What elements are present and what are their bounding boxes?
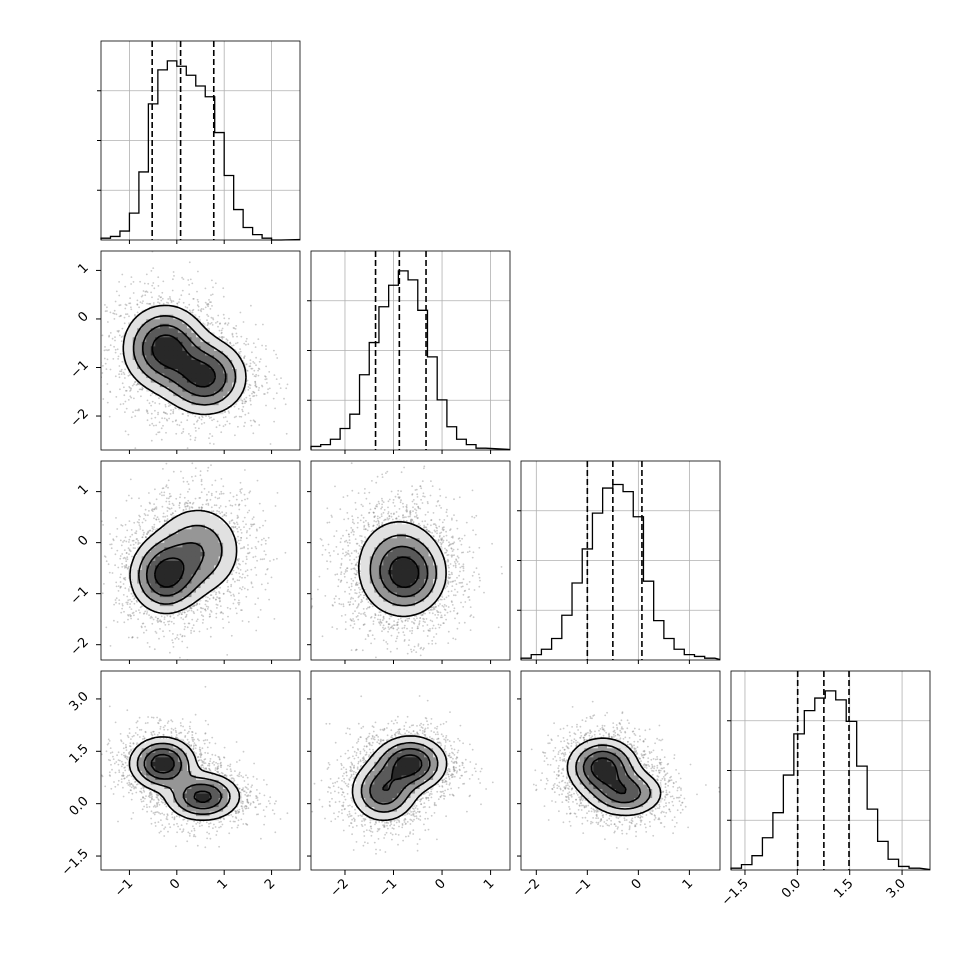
contour-lines xyxy=(358,521,447,618)
panel-frame xyxy=(100,670,301,871)
contour-lines xyxy=(351,735,448,822)
y-tick-label: −1 xyxy=(68,584,92,608)
panel-frame xyxy=(310,670,511,871)
histogram-panel-v4 xyxy=(727,670,931,871)
x-tick-label: 0.0 xyxy=(779,876,804,901)
y-tick-label: 0 xyxy=(75,533,91,549)
panel-frame xyxy=(520,670,721,871)
panel-frame xyxy=(100,40,301,241)
pair-panel-v2-v3 xyxy=(310,460,511,661)
y-tick-label: 1 xyxy=(75,482,91,498)
x-tick-label: 1 xyxy=(215,876,231,892)
panel-frame xyxy=(520,460,721,661)
y-tick-label: −2 xyxy=(68,406,92,430)
x-tick-label: 1 xyxy=(481,876,497,892)
x-tick-label: 0 xyxy=(432,876,448,892)
x-tick-label: 1 xyxy=(680,876,696,892)
x-tick-label: 2 xyxy=(262,876,278,892)
panel-frame xyxy=(100,460,301,661)
y-tick-label: 3.0 xyxy=(67,689,92,714)
histogram-panel-v1 xyxy=(97,40,301,241)
y-tick-label: −1 xyxy=(68,358,92,382)
x-tick-label: −2 xyxy=(519,876,543,900)
density-cells xyxy=(123,305,247,415)
x-tick-label: 0 xyxy=(629,876,645,892)
density-cells xyxy=(128,738,242,821)
histogram-step-v3 xyxy=(520,483,721,661)
y-tick-label: −2 xyxy=(68,635,92,659)
pair-panel-v3-v4 xyxy=(520,670,721,871)
histogram-step-v4 xyxy=(730,690,931,871)
y-tick-label: 0 xyxy=(75,309,91,325)
contour-lines xyxy=(122,304,247,416)
y-tick-label: −1.5 xyxy=(59,846,92,879)
x-tick-label: −1.5 xyxy=(719,876,752,909)
panel-frame xyxy=(310,460,511,661)
panel-frame xyxy=(310,250,511,451)
x-tick-label: −1 xyxy=(570,876,594,900)
panel-frame xyxy=(730,670,931,871)
contour-lines xyxy=(566,737,662,817)
histogram-panel-v3 xyxy=(517,460,721,661)
y-tick-label: 1 xyxy=(75,261,91,277)
pair-panel-v1-v2 xyxy=(100,250,301,451)
contour-lines xyxy=(128,736,241,821)
x-tick-label: 1.5 xyxy=(831,876,856,901)
x-tick-label: −1 xyxy=(376,876,400,900)
pair-panel-v1-v4 xyxy=(100,670,301,871)
histogram-step-v2 xyxy=(310,270,511,451)
density-cells xyxy=(360,519,448,616)
x-tick-label: −2 xyxy=(328,876,352,900)
histogram-panel-v2 xyxy=(307,250,511,451)
x-tick-label: 0 xyxy=(167,876,183,892)
histogram-step-v1 xyxy=(100,60,301,241)
contour-lines xyxy=(129,509,238,615)
pair-panel-v2-v4 xyxy=(310,670,511,871)
panel-frame xyxy=(100,250,301,451)
x-tick-label: −1 xyxy=(112,876,136,900)
y-tick-label: 1.5 xyxy=(67,742,92,767)
pair-panel-v1-v3 xyxy=(100,460,301,661)
x-tick-label: 3.0 xyxy=(884,876,909,901)
y-tick-label: 0.0 xyxy=(67,794,92,819)
density-cells xyxy=(566,738,662,817)
